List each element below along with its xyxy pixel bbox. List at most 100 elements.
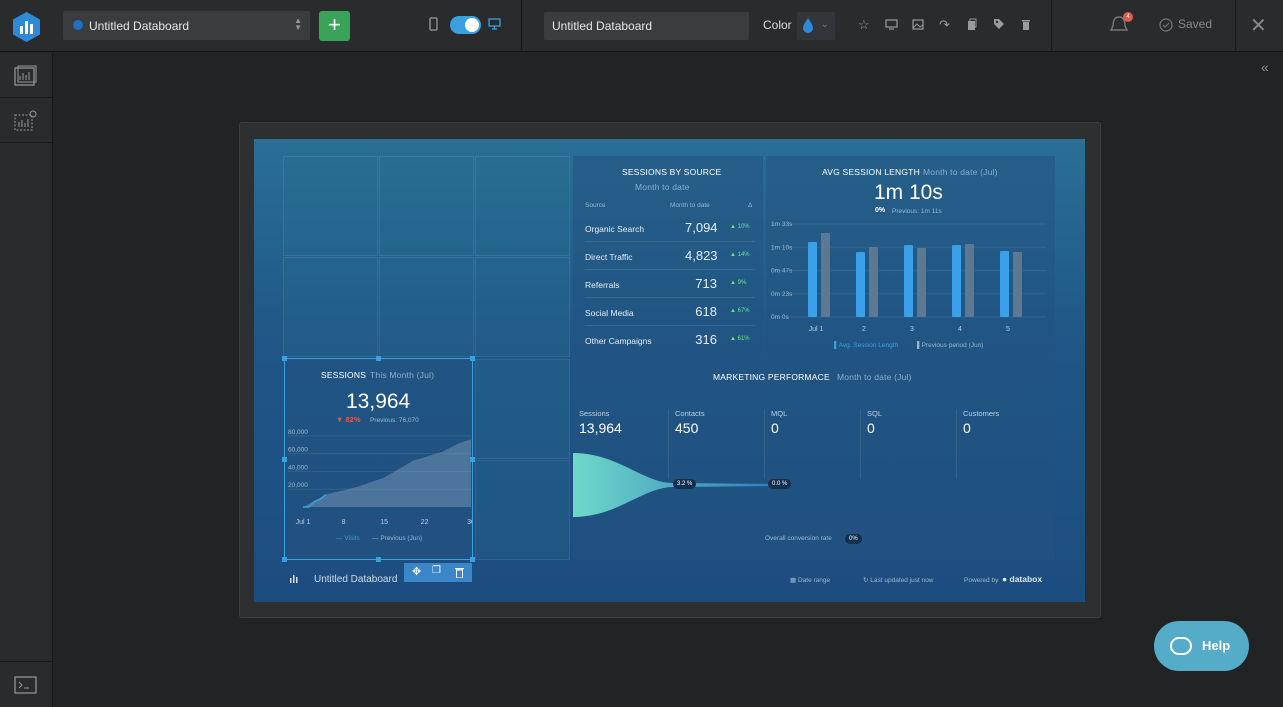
widget-title: SESSIONS (321, 370, 367, 380)
color-picker[interactable]: ⌄ (797, 12, 835, 40)
bar (856, 252, 865, 317)
empty-slot[interactable] (379, 257, 474, 357)
visits-line (303, 493, 327, 508)
board-footer-title: Untitled Databoard (314, 574, 398, 585)
widget-title: MARKETING PERFORMACE (713, 372, 830, 382)
conversion-rate-pill: 0.0 % (768, 479, 792, 489)
notification-badge: 4 (1123, 12, 1133, 22)
bar (965, 244, 974, 317)
resize-handle[interactable] (470, 356, 475, 361)
x-tick-label: 22 (421, 519, 429, 526)
widget-period[interactable]: Month to date (635, 182, 690, 192)
view-toggle[interactable] (450, 16, 481, 34)
x-tick-label: 2 (862, 326, 866, 333)
board-color-dot (73, 20, 83, 30)
empty-slot[interactable] (283, 156, 378, 256)
trash-icon[interactable] (455, 567, 464, 578)
table-row: Other Campaigns 316 ▲ 61% (585, 326, 755, 354)
bar (869, 247, 878, 317)
column-header: Source (585, 202, 606, 209)
move-icon[interactable]: ✥ (412, 566, 422, 578)
widget-period[interactable]: Month to date (Jul) (923, 167, 998, 177)
desktop-view-icon[interactable] (488, 18, 501, 30)
funnel-stage: Contacts 450 (669, 409, 765, 479)
datablocks-icon[interactable] (14, 65, 37, 87)
chevron-down-icon: ⌄ (821, 19, 829, 29)
funnel-stage: Customers 0 (957, 409, 1053, 479)
widget-period[interactable]: Month to date (Jul) (837, 372, 912, 382)
legend-current: ▌Avg. Session Length (834, 342, 899, 349)
powered-by: Powered by (964, 577, 999, 584)
previous-area (303, 439, 471, 507)
bar (821, 233, 830, 317)
legend-label: Visits (344, 535, 360, 542)
resize-handle[interactable] (376, 557, 381, 562)
databox-logo-icon[interactable] (13, 12, 40, 42)
bell-icon[interactable] (1108, 14, 1130, 36)
table-row: Direct Traffic 4,823 ▲ 14% (585, 242, 755, 270)
divider (0, 661, 53, 662)
stage-label: Customers (963, 409, 1000, 418)
sessions-widget[interactable] (283, 359, 473, 560)
image-icon[interactable] (912, 19, 924, 30)
resize-handle[interactable] (282, 557, 287, 562)
row-label: Social Media (585, 308, 634, 318)
close-icon[interactable]: ✕ (1250, 15, 1267, 37)
collapse-panel-icon[interactable]: « (1261, 59, 1269, 75)
x-tick-label: 30 (467, 519, 473, 526)
funnel-stage: Sessions 13,964 (573, 409, 669, 479)
change-value: 82% (345, 415, 361, 424)
terminal-icon[interactable] (14, 676, 37, 694)
resize-handle[interactable] (470, 557, 475, 562)
resize-handle[interactable] (470, 457, 475, 462)
databoard-name-input[interactable] (544, 12, 749, 40)
funnel-stage: SQL 0 (861, 409, 957, 479)
widget-period[interactable]: This Month (Jul) (370, 370, 435, 380)
row-value: 316 (695, 332, 717, 347)
empty-slot[interactable] (379, 156, 474, 256)
stage-value: 0 (867, 420, 875, 436)
databoard-select[interactable]: Untitled Databoard ▲ ▼ (63, 11, 310, 40)
empty-slot[interactable] (283, 257, 378, 357)
resize-handle[interactable] (282, 457, 287, 462)
add-databoard-button[interactable]: + (319, 11, 350, 41)
metric-change: 0% (875, 207, 886, 214)
sessions-by-source-widget[interactable] (573, 156, 763, 356)
divider (521, 0, 522, 52)
star-icon[interactable]: ☆ (858, 17, 870, 32)
metric-previous: Previous: 76,070 (370, 417, 419, 424)
y-tick-label: 80,000 (288, 429, 308, 436)
mobile-view-icon[interactable] (429, 17, 438, 31)
row-change: ▲ 10% (730, 224, 750, 230)
share-icon[interactable]: ↷ (939, 17, 950, 32)
stage-label: Contacts (675, 409, 705, 418)
add-metric-icon[interactable] (14, 110, 38, 132)
stage-value: 0 (771, 420, 779, 436)
empty-slot[interactable] (475, 257, 570, 357)
tv-mode-icon[interactable] (885, 19, 898, 30)
widget-title: AVG SESSION LENGTH (822, 167, 920, 177)
row-change: ▲ 9% (730, 280, 747, 286)
empty-slot[interactable] (475, 460, 570, 560)
row-value: 713 (695, 276, 717, 291)
empty-slot[interactable] (475, 156, 570, 256)
conversion-rate-pill: 3.2 % (673, 479, 697, 489)
help-button[interactable]: Help (1154, 621, 1249, 671)
row-change: ▲ 61% (730, 336, 750, 342)
row-label: Direct Traffic (585, 252, 633, 262)
stage-label: SQL (867, 409, 883, 418)
marketing-performance-widget[interactable] (573, 359, 1055, 560)
copy-icon[interactable] (967, 18, 977, 31)
stage-value: 0 (963, 420, 971, 436)
funnel-stage: MQL 0 (765, 409, 861, 479)
trash-icon[interactable] (1021, 18, 1031, 31)
last-updated: ↻ Last updated just now (863, 577, 934, 584)
empty-slot[interactable] (475, 359, 570, 459)
resize-handle[interactable] (282, 356, 287, 361)
divider (0, 142, 53, 143)
copy-icon[interactable]: ❐ (432, 565, 441, 576)
resize-handle[interactable] (376, 356, 381, 361)
tag-icon[interactable] (993, 18, 1005, 30)
y-tick-label: 20,000 (288, 482, 308, 489)
date-range-label: Date range (797, 577, 831, 584)
